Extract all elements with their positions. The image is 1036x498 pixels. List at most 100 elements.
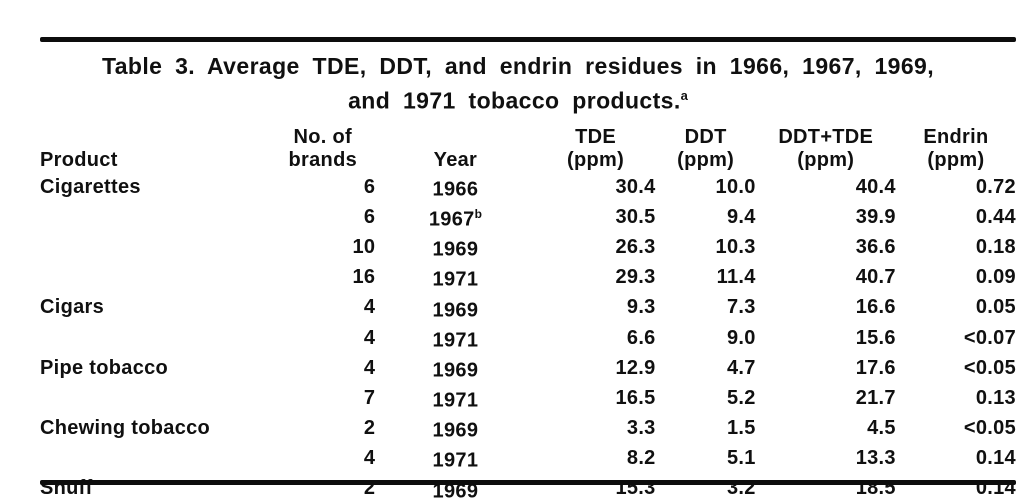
bottom-rule [40,480,1016,485]
header-row-1: No. of TDE DDT DDT+TDE Endrin [40,126,1016,149]
table-row: 4 1971 8.2 5.1 13.3 0.14 [40,443,1016,473]
year-value: 1969 [432,419,479,442]
cell-year: 1966 [375,172,535,202]
cell-brands: 4 [363,356,376,379]
cell-endrin-ppm: 0.14 [975,477,1016,498]
table-title: Table 3. Average TDE, DDT, and endrin re… [0,52,1036,116]
cell-year: 1967b [375,202,535,232]
cell-brands: 4 [363,447,376,470]
cell-brands: 4 [363,326,376,349]
cell-year: 1969 [375,293,535,323]
cell-ddt-plus-tde-ppm: 13.3 [855,447,896,470]
cell-product [40,443,270,473]
header-row-2: Product brands Year (ppm) (ppm) (ppm) (p… [40,149,1016,172]
cell-brands: 7 [363,386,376,409]
cell-ddt-plus-tde-ppm: 21.7 [855,386,896,409]
cell-ddt-ppm: 11.4 [716,266,756,289]
table-row: Pipe tobacco 4 1969 12.9 4.7 17.6 <0.05 [40,353,1016,383]
table-body: Cigarettes 6 1966 30.4 10.0 40.4 0.72 6 … [40,172,1016,498]
cell-ddt-ppm: 3.2 [726,477,756,498]
table-row: 16 1971 29.3 11.4 40.7 0.09 [40,262,1016,292]
header-ddt-plus-tde-unit: (ppm) [797,149,855,171]
top-rule [40,37,1016,42]
cell-year: 1971 [375,262,535,292]
year-value: 1967 [428,208,475,231]
table-title-line1: Table 3. Average TDE, DDT, and endrin re… [101,53,935,79]
cell-tde-ppm: 26.3 [615,236,656,259]
cell-brands: 4 [363,296,376,319]
table-row: 7 1971 16.5 5.2 21.7 0.13 [40,383,1016,413]
table-row: Cigars 4 1969 9.3 7.3 16.6 0.05 [40,293,1016,323]
table-header: No. of TDE DDT DDT+TDE Endrin Product br… [40,126,1016,172]
cell-brands: 6 [363,205,376,228]
header-product: Product [40,149,118,171]
cell-brands: 6 [363,175,376,198]
cell-ddt-ppm: 9.0 [726,326,756,349]
cell-ddt-ppm: 5.2 [726,386,756,409]
cell-tde-ppm: 29.3 [615,266,656,289]
cell-ddt-ppm: 4.7 [726,356,756,379]
cell-brands: 2 [363,417,376,440]
cell-product: Cigarettes [40,175,141,198]
header-endrin-unit: (ppm) [927,149,985,171]
cell-product [40,323,270,353]
year-value: 1969 [432,238,479,261]
cell-ddt-plus-tde-ppm: 4.5 [867,417,896,440]
header-year: Year [433,149,478,171]
cell-ddt-ppm: 7.3 [726,296,756,319]
residues-table: No. of TDE DDT DDT+TDE Endrin Product br… [40,126,1016,498]
cell-tde-ppm: 16.5 [615,386,656,409]
cell-endrin-ppm: <0.05 [963,417,1016,440]
cell-year: 1969 [375,232,535,262]
header-tde: TDE [575,126,616,148]
table-row: 6 1967b 30.5 9.4 39.9 0.44 [40,202,1016,232]
header-brands: brands [288,149,358,171]
cell-endrin-ppm: <0.05 [963,356,1016,379]
cell-product [40,232,270,262]
table-row: 10 1969 26.3 10.3 36.6 0.18 [40,232,1016,262]
cell-brands: 10 [352,236,376,259]
cell-tde-ppm: 6.6 [626,326,656,349]
cell-product [40,262,270,292]
title-footnote-marker: a [680,88,688,103]
cell-ddt-plus-tde-ppm: 40.7 [855,266,896,289]
year-value: 1971 [432,329,479,352]
cell-year: 1969 [375,474,535,498]
cell-ddt-plus-tde-ppm: 36.6 [855,236,896,259]
cell-tde-ppm: 8.2 [626,447,656,470]
table-row: 4 1971 6.6 9.0 15.6 <0.07 [40,323,1016,353]
cell-endrin-ppm: 0.14 [975,447,1016,470]
header-ddt-plus-tde: DDT+TDE [778,126,874,148]
year-value: 1966 [432,178,479,201]
table-row: Chewing tobacco 2 1969 3.3 1.5 4.5 <0.05 [40,413,1016,443]
year-value: 1969 [432,299,479,322]
cell-endrin-ppm: 0.05 [975,296,1016,319]
header-product-spacer [40,126,270,149]
cell-ddt-plus-tde-ppm: 39.9 [855,205,896,228]
cell-ddt-plus-tde-ppm: 15.6 [855,326,896,349]
cell-tde-ppm: 30.4 [615,175,656,198]
header-no-of: No. of [293,126,352,148]
cell-ddt-plus-tde-ppm: 40.4 [855,175,896,198]
cell-endrin-ppm: <0.07 [963,326,1016,349]
cell-endrin-ppm: 0.13 [975,386,1016,409]
cell-ddt-plus-tde-ppm: 18.5 [855,477,896,498]
cell-product: Cigars [40,296,105,319]
cell-product: Pipe tobacco [40,356,169,379]
cell-ddt-ppm: 10.3 [715,236,756,259]
header-endrin: Endrin [923,126,989,148]
cell-product: Chewing tobacco [40,417,211,440]
year-value: 1971 [432,389,479,412]
cell-tde-ppm: 30.5 [615,205,656,228]
cell-product: Snuff [40,477,93,498]
cell-ddt-ppm: 5.1 [726,447,756,470]
cell-tde-ppm: 3.3 [626,417,656,440]
cell-year: 1971 [375,443,535,473]
table-row: Cigarettes 6 1966 30.4 10.0 40.4 0.72 [40,172,1016,202]
cell-endrin-ppm: 0.44 [975,205,1016,228]
header-tde-unit: (ppm) [567,149,625,171]
cell-ddt-ppm: 1.5 [726,417,756,440]
cell-brands: 2 [363,477,376,498]
cell-endrin-ppm: 0.09 [975,266,1016,289]
